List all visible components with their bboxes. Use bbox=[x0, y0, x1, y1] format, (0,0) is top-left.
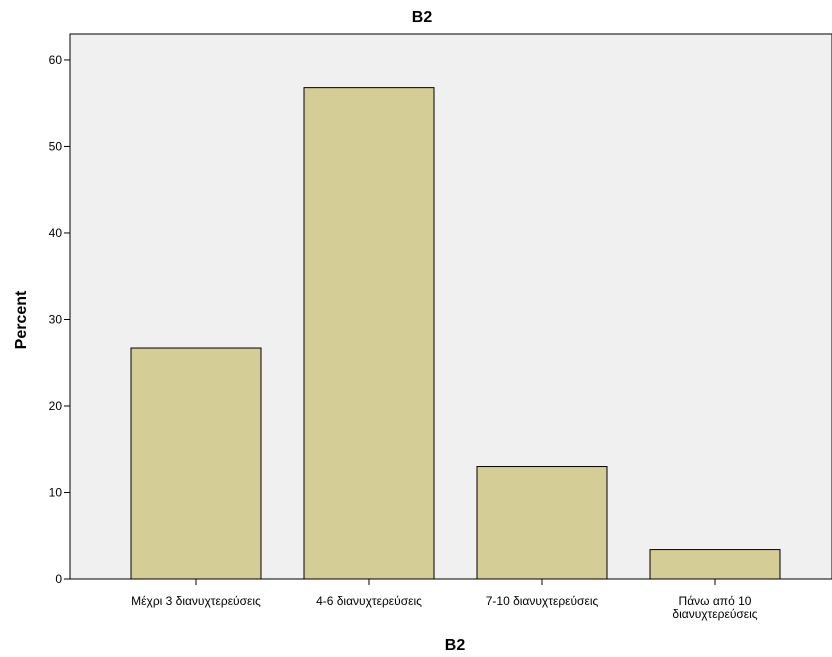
y-tick-label: 50 bbox=[49, 139, 63, 153]
y-tick-label: 10 bbox=[49, 485, 63, 499]
x-tick-label-line: Μέχρι 3 διανυχτερεύσεις bbox=[131, 594, 261, 608]
x-axis-label: B2 bbox=[445, 637, 466, 654]
y-tick-label: 0 bbox=[55, 572, 62, 586]
x-tick-label-line: 4-6 διανυχτερεύσεις bbox=[316, 594, 422, 608]
bar-1 bbox=[130, 347, 262, 580]
x-tick-label: Πάνω από 10 διανυχτερεύσεις bbox=[672, 594, 757, 621]
bar-2 bbox=[303, 87, 435, 580]
bar-4 bbox=[649, 549, 781, 580]
x-tick-label: 4-6 διανυχτερεύσεις bbox=[316, 594, 422, 608]
x-tick-label: 7-10 διανυχτερεύσεις bbox=[486, 594, 599, 608]
x-tick-label-line: Πάνω από 10 bbox=[679, 594, 752, 608]
x-tick-label-line: 7-10 διανυχτερεύσεις bbox=[486, 594, 599, 608]
y-tick-label: 40 bbox=[49, 226, 63, 240]
x-axis: Μέχρι 3 διανυχτερεύσεις 4-6 διανυχτερεύσε… bbox=[70, 578, 832, 621]
chart-title: B2 bbox=[412, 9, 433, 26]
y-tick-label: 30 bbox=[49, 312, 63, 326]
y-axis: 0 10 20 30 40 50 60 bbox=[49, 34, 71, 586]
y-axis-label: Percent bbox=[13, 290, 30, 349]
bar-3 bbox=[476, 466, 608, 580]
y-tick-label: 20 bbox=[49, 399, 63, 413]
x-tick-label-line: διανυχτερεύσεις bbox=[672, 607, 757, 621]
y-tick-label: 60 bbox=[49, 53, 63, 67]
x-tick-label: Μέχρι 3 διανυχτερεύσεις bbox=[131, 594, 261, 608]
